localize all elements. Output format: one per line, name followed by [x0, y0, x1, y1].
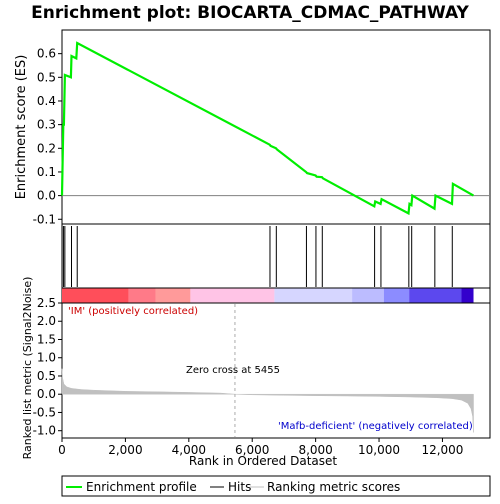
heatmap-band — [128, 288, 156, 303]
ranking-metric-area — [61, 368, 474, 433]
legend-label-ranking: Ranking metric scores — [267, 480, 400, 494]
enrichment-profile-line — [60, 41, 475, 216]
heatmap-band — [352, 288, 384, 303]
heatmap-layer — [62, 288, 474, 303]
metric-y-axis-label: Ranked list metric (Signal2Noise) — [21, 277, 34, 460]
heatmap-band — [409, 288, 462, 303]
es-y-tick-label: 0.2 — [37, 141, 56, 155]
metric-y-tick-label: 2.5 — [37, 296, 56, 310]
x-tick-label: 10,000 — [358, 443, 400, 457]
x-tick-label: 12,000 — [421, 443, 463, 457]
es-y-tick-label: 0.0 — [37, 189, 56, 203]
legend-label-hits: Hits — [228, 480, 251, 494]
heatmap-band — [461, 288, 474, 303]
metric-y-tick-label: -0.5 — [33, 405, 56, 419]
x-tick-label: 6,000 — [235, 443, 269, 457]
metric-layer: -1.0 -0.5 0.0 0.5 1.0 1.5 2.0 2.5 0 2,000 4,000 6,0… — [33, 296, 474, 457]
heatmap-band — [383, 288, 410, 303]
zero-cross-label: Zero cross at 5455 — [186, 365, 280, 376]
x-tick-label: 4,000 — [172, 443, 206, 457]
metric-y-tick-label: 0.5 — [37, 369, 56, 383]
metric-y-tick-label: 0.0 — [37, 387, 56, 401]
legend-label-enrichment: Enrichment profile — [86, 480, 197, 494]
es-y-tick-label: 0.6 — [37, 47, 56, 61]
metric-y-tick-label: -1.0 — [33, 424, 56, 438]
chart-title: Enrichment plot: BIOCARTA_CDMAC_PATHWAY — [31, 3, 469, 23]
hits-layer — [62, 226, 453, 287]
heatmap-band — [190, 288, 275, 303]
es-y-tick-label: 0.1 — [37, 165, 56, 179]
metric-y-tick-label: 2.0 — [37, 314, 56, 328]
positive-correlation-label: 'IM' (positively correlated) — [68, 306, 198, 317]
heatmap-band — [274, 288, 353, 303]
metric-y-tick-label: 1.0 — [37, 351, 56, 365]
heatmap-band — [155, 288, 191, 303]
es-y-tick-label: 0.4 — [37, 94, 56, 108]
es-panel-frame — [61, 29, 491, 225]
heatmap-band — [62, 288, 129, 303]
es-y-tick-label: 0.5 — [37, 70, 56, 84]
x-tick-label: 2,000 — [108, 443, 142, 457]
legend-box — [61, 475, 491, 497]
es-y-axis-label: Enrichment score (ES) — [14, 55, 29, 200]
x-tick-label: 0 — [58, 443, 66, 457]
x-tick-label: 8,000 — [298, 443, 332, 457]
x-axis-label: Rank in Ordered Dataset — [189, 454, 337, 468]
es-layer: -0.1 0.0 0.1 0.2 0.3 0.4 0.5 0.6 — [33, 41, 490, 226]
metric-y-tick-label: 1.5 — [37, 332, 56, 346]
negative-correlation-label: 'Mafb-deficient' (negatively correlated) — [278, 421, 473, 432]
es-y-tick-label: -0.1 — [33, 212, 56, 226]
es-y-tick-label: 0.3 — [37, 118, 56, 132]
